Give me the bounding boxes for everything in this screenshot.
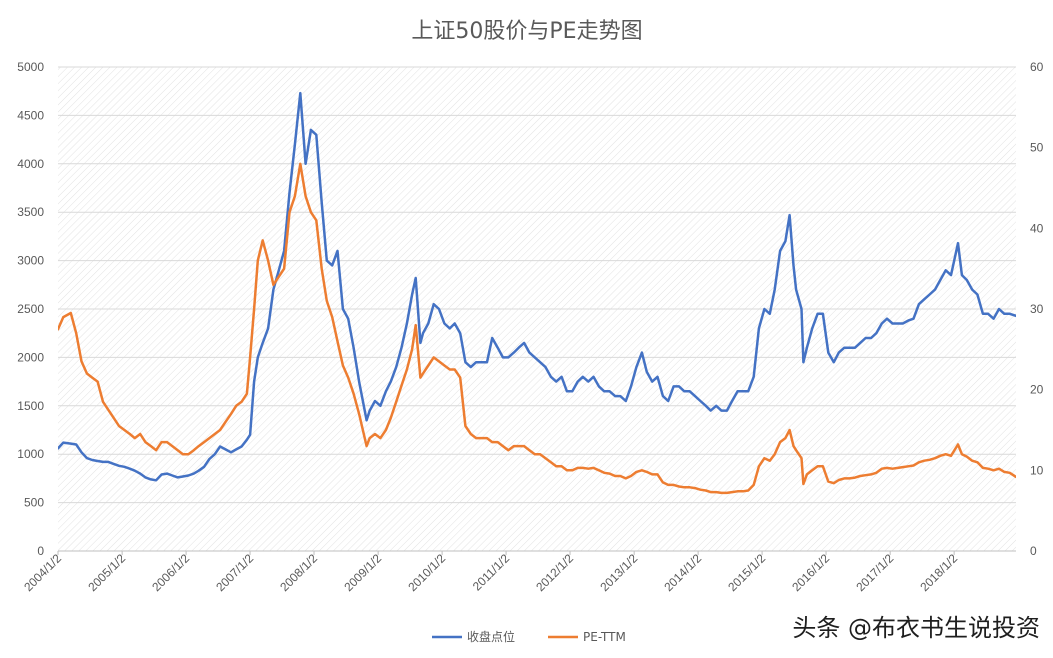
legend-label-pe: PE-TTM (583, 630, 626, 644)
y-tick-label-left: 3000 (17, 254, 44, 268)
y-tick-label-left: 3500 (17, 205, 44, 219)
x-tick-label: 2005/1/2 (85, 551, 128, 594)
x-tick-label: 2015/1/2 (725, 551, 768, 594)
x-tick-label: 2016/1/2 (789, 551, 832, 594)
x-tick-label: 2018/1/2 (917, 551, 960, 594)
x-tick-label: 2012/1/2 (533, 551, 576, 594)
y-tick-label-left: 1000 (17, 447, 44, 461)
x-tick-label: 2008/1/2 (277, 551, 320, 594)
y-axis-right: 0 10 20 30 40 50 60 (1030, 60, 1044, 558)
y-tick-label-left: 500 (24, 496, 44, 510)
y-tick-label-left: 2000 (17, 350, 44, 364)
y-tick-label-right: 60 (1030, 60, 1044, 74)
y-tick-label-right: 10 (1030, 463, 1044, 477)
legend-item-close: 收盘点位 (432, 629, 515, 644)
y-tick-label-right: 50 (1030, 141, 1044, 155)
legend: 收盘点位 PE-TTM (432, 629, 626, 644)
chart-title: 上证50股价与PE走势图 (411, 19, 642, 44)
x-tick-label: 2014/1/2 (661, 551, 704, 594)
y-tick-label-left: 5000 (17, 60, 44, 74)
series-line-pe (58, 162, 1016, 495)
x-tick-label: 2010/1/2 (405, 551, 448, 594)
x-tick-label: 2011/1/2 (470, 551, 513, 594)
y-tick-label-right: 30 (1030, 302, 1044, 316)
y-tick-label-left: 1500 (17, 399, 44, 413)
y-tick-label-right: 40 (1030, 221, 1044, 235)
x-tick-label: 2009/1/2 (341, 551, 384, 594)
y-tick-label-left: 4500 (17, 108, 44, 122)
legend-label-close: 收盘点位 (467, 629, 515, 644)
x-tick-label: 2006/1/2 (149, 551, 192, 594)
series-lines (58, 91, 1016, 495)
legend-item-pe: PE-TTM (548, 630, 626, 644)
y-tick-label-left: 2500 (17, 302, 44, 316)
y-axis-left: 0 500 1000 1500 2000 2500 3000 3500 4000 4500 5000 (17, 60, 44, 558)
series-line-close (58, 91, 1016, 482)
x-tick-label: 2013/1/2 (597, 551, 640, 594)
y-tick-label-right: 0 (1030, 544, 1037, 558)
x-tick-label: 2007/1/2 (213, 551, 256, 594)
watermark: 头条 @布衣书生说投资 (792, 614, 1040, 642)
y-tick-label-right: 20 (1030, 383, 1044, 397)
x-axis: 2004/1/2 2005/1/2 2006/1/2 2007/1/2 2008/1/2… (21, 551, 960, 594)
y-tick-label-left: 4000 (17, 157, 44, 171)
y-tick-label-left: 0 (37, 544, 44, 558)
x-tick-label: 2017/1/2 (853, 551, 896, 594)
